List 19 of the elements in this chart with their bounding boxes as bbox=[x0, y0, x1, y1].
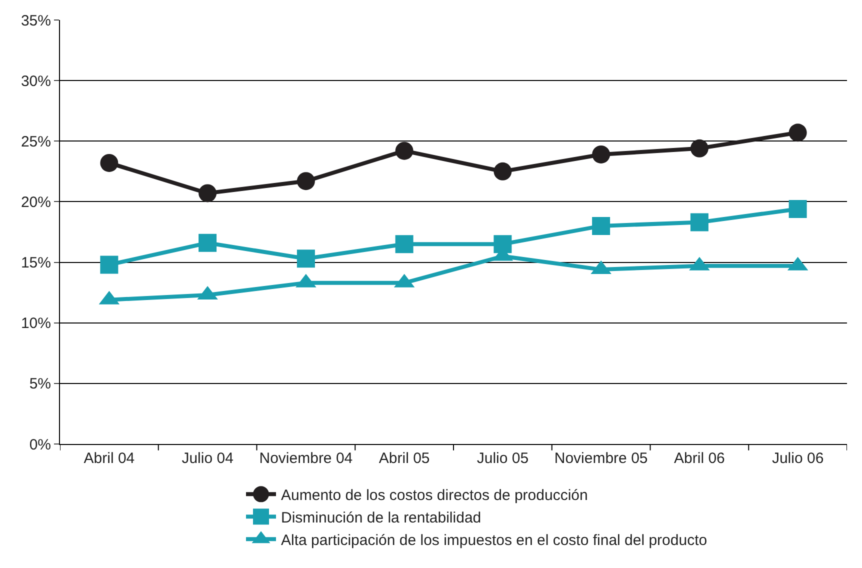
legend-label: Disminución de la rentabilidad bbox=[281, 510, 482, 527]
y-tick-label: 25% bbox=[20, 133, 51, 150]
x-tick-label: Noviembre 05 bbox=[554, 450, 648, 467]
x-tick-label: Julio 05 bbox=[476, 450, 529, 467]
x-tick-label: Abril 04 bbox=[84, 450, 135, 467]
y-tick-label: 30% bbox=[20, 72, 51, 90]
y-tick-label: 0% bbox=[29, 436, 51, 454]
y-tick-label: 20% bbox=[20, 194, 51, 211]
legend-label: Alta participación de los impuestos en el costo final del producto bbox=[281, 532, 708, 550]
x-tick-label: Noviembre 04 bbox=[259, 450, 353, 467]
y-tick-label: 5% bbox=[29, 376, 51, 393]
y-tick-label: 10% bbox=[20, 315, 51, 332]
x-tick-label: Julio 04 bbox=[182, 450, 234, 467]
y-tick-label: 35% bbox=[20, 12, 51, 30]
y-tick-label: 15% bbox=[20, 254, 51, 272]
legend-label: Aumento de los costos directos de producción bbox=[281, 487, 588, 504]
x-tick-label: Abril 06 bbox=[674, 450, 725, 467]
x-tick-label: Julio 06 bbox=[772, 450, 824, 467]
x-tick-label: Abril 05 bbox=[378, 450, 430, 467]
